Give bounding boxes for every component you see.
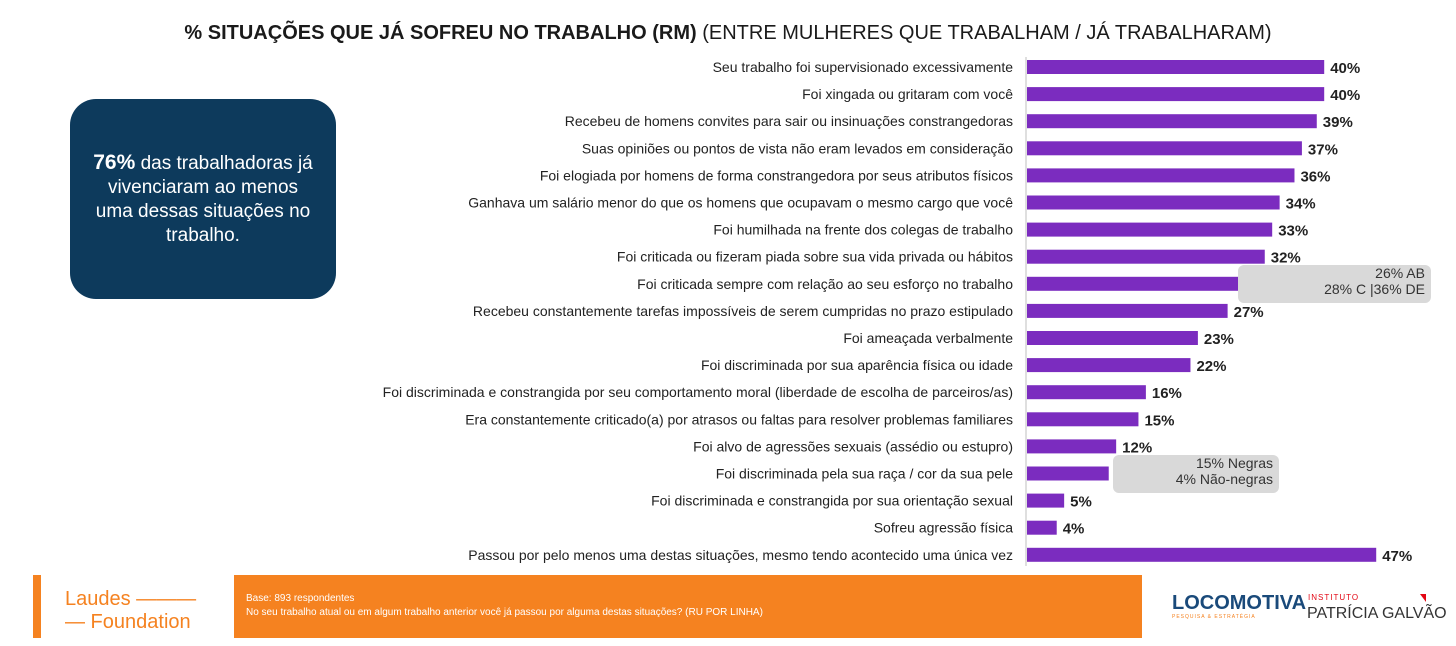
value-label: 37%	[1308, 141, 1338, 158]
chart-title: % SITUAÇÕES QUE JÁ SOFREU NO TRABALHO (R…	[0, 22, 1456, 45]
laudes-logo: Laudes ——— — Foundation	[33, 575, 233, 638]
value-label: 33%	[1278, 223, 1308, 240]
logo-accent-bar	[33, 575, 41, 638]
value-label: 36%	[1300, 168, 1330, 185]
annotation-line: 15% Negras	[1195, 455, 1273, 471]
category-label: Foi xingada ou gritaram com você	[802, 86, 1013, 102]
category-label: Passou por pelo menos uma destas situaçõ…	[468, 547, 1013, 563]
value-label: 12%	[1122, 439, 1152, 456]
value-label: 39%	[1323, 114, 1353, 131]
instituto-label: INSTITUTO	[1308, 593, 1360, 602]
value-label: 47%	[1382, 548, 1412, 565]
bar	[1027, 249, 1265, 264]
category-label: Foi elogiada por homens de forma constra…	[540, 167, 1013, 183]
category-label: Recebeu de homens convites para sair ou …	[565, 113, 1013, 129]
value-label: 27%	[1234, 304, 1264, 321]
locomotiva-tagline: PESQUISA & ESTRATÉGIA	[1172, 614, 1256, 620]
chart-title-bold: % SITUAÇÕES QUE JÁ SOFREU NO TRABALHO (R…	[184, 22, 697, 44]
bar	[1027, 276, 1243, 291]
locomotiva-logo: LOCOMOTIVA	[1172, 592, 1307, 614]
annotation-line: 26% AB	[1375, 265, 1425, 281]
value-label: 23%	[1204, 331, 1234, 348]
bar	[1027, 331, 1198, 345]
footer-base: Base: 893 respondentes	[246, 593, 355, 604]
bar	[1027, 412, 1139, 427]
callout-highlight: 76%	[93, 150, 136, 174]
category-label: Foi alvo de agressões sexuais (assédio o…	[693, 438, 1013, 454]
bar	[1027, 466, 1109, 481]
category-label: Foi discriminada e constrangida por sua …	[651, 493, 1013, 509]
category-label: Foi criticada ou fizeram piada sobre sua…	[617, 249, 1013, 265]
category-label: Era constantemente criticado(a) por atra…	[465, 411, 1013, 427]
bar	[1027, 168, 1295, 183]
bar	[1027, 114, 1317, 129]
annotation-line: 28% C |36% DE	[1324, 281, 1425, 297]
value-label: 34%	[1286, 196, 1316, 213]
annotation-line: 4% Não-negras	[1175, 471, 1273, 487]
category-label: Seu trabalho foi supervisionado excessiv…	[713, 59, 1014, 75]
chart-title-rest: (ENTRE MULHERES QUE TRABALHAM / JÁ TRABA…	[702, 22, 1272, 44]
category-label: Suas opiniões ou pontos de vista não era…	[582, 140, 1013, 156]
category-label: Foi discriminada por sua aparência físic…	[701, 357, 1013, 373]
bar	[1027, 141, 1302, 156]
value-label: 40%	[1330, 60, 1360, 77]
category-label: Foi ameaçada verbalmente	[843, 330, 1013, 346]
value-label: 32%	[1271, 250, 1301, 267]
value-label: 4%	[1063, 521, 1085, 538]
category-label: Foi criticada sempre com relação ao seu …	[637, 276, 1013, 292]
bar-group: Seu trabalho foi supervisionado excessiv…	[383, 59, 1413, 565]
bar	[1027, 520, 1057, 535]
value-label: 15%	[1144, 412, 1174, 429]
footer-question: No seu trabalho atual ou em algum trabal…	[246, 607, 763, 618]
value-label: 22%	[1196, 358, 1226, 375]
annotation-socioeconomic: 26% AB 28% C |36% DE	[1238, 265, 1431, 303]
value-label: 40%	[1330, 87, 1360, 104]
laudes-logo-line2: — Foundation	[65, 611, 191, 633]
bar	[1027, 493, 1065, 508]
category-label: Foi discriminada pela sua raça / cor da …	[716, 466, 1013, 482]
category-label: Sofreu agressão física	[874, 520, 1014, 536]
patricia-galvao-logo: PATRÍCIA GALVÃO	[1307, 605, 1447, 622]
category-label: Foi discriminada e constrangida por seu …	[383, 384, 1013, 400]
category-label: Recebeu constantemente tarefas impossíve…	[473, 303, 1013, 319]
bar	[1027, 87, 1325, 102]
bar	[1027, 358, 1191, 373]
annotation-race: 15% Negras 4% Não-negras	[1113, 455, 1279, 493]
value-label: 16%	[1152, 385, 1182, 402]
laudes-logo-line1: Laudes ———	[65, 588, 197, 610]
footer-source-band: Base: 893 respondentes No seu trabalho a…	[234, 575, 1142, 638]
callout-text: das trabalhadoras já vivenciaram ao meno…	[95, 152, 313, 246]
category-label: Foi humilhada na frente dos colegas de t…	[713, 222, 1013, 238]
bar	[1027, 439, 1117, 454]
bar	[1027, 60, 1325, 74]
bar	[1027, 303, 1228, 318]
summary-callout: 76% das trabalhadoras já vivenciaram ao …	[70, 99, 336, 299]
category-label: Ganhava um salário menor do que os homen…	[468, 195, 1013, 211]
value-label: 5%	[1070, 494, 1092, 511]
bar	[1027, 222, 1273, 237]
bar	[1027, 385, 1146, 400]
bar	[1027, 547, 1377, 562]
bar	[1027, 195, 1280, 210]
patricia-galvao-mark-icon	[1420, 594, 1426, 602]
